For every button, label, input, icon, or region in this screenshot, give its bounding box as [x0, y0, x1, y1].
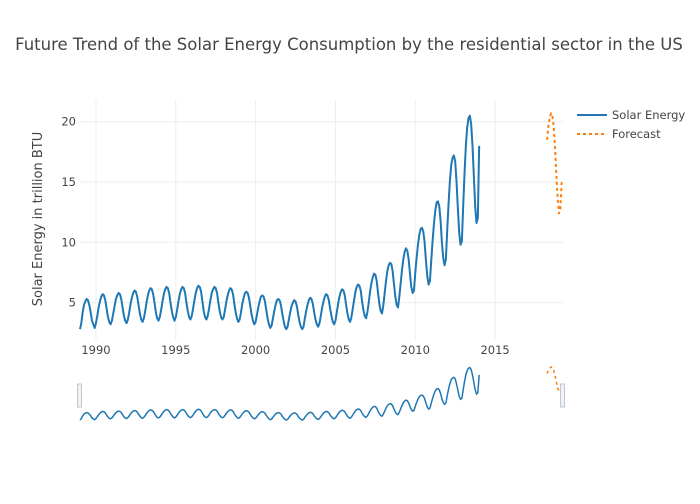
- legend: Solar Energy Forecast: [577, 108, 685, 141]
- y-tick-label: 10: [61, 235, 76, 249]
- y-axis-ticks: 5 10 15 20: [61, 115, 76, 310]
- x-tick-label: 2005: [321, 343, 350, 357]
- x-axis-ticks: 1990 1995 2000 2005 2010 2015: [81, 343, 509, 357]
- y-tick-label: 20: [61, 115, 76, 129]
- x-tick-label: 2010: [401, 343, 430, 357]
- range-slider-preview: [79, 366, 563, 421]
- range-slider-left-handle[interactable]: [77, 383, 82, 408]
- series-line-0: [79, 114, 481, 331]
- grid-lines: [80, 100, 563, 340]
- y-tick-label: 5: [69, 296, 76, 310]
- chart-title: Future Trend of the Solar Energy Consump…: [15, 35, 683, 54]
- y-tick-label: 15: [61, 175, 76, 189]
- slider-series-line-1: [546, 366, 563, 393]
- x-tick-label: 1995: [161, 343, 190, 357]
- legend-label-0: Solar Energy: [612, 108, 685, 122]
- legend-label-1: Forecast: [612, 127, 661, 141]
- y-axis-label: Solar Energy in trillion BTU: [31, 132, 46, 306]
- range-slider-right-handle[interactable]: [560, 383, 565, 408]
- x-tick-label: 1990: [81, 343, 110, 357]
- plot-area: [79, 112, 563, 331]
- series-line-1: [546, 112, 563, 215]
- x-tick-label: 2000: [241, 343, 270, 357]
- x-tick-label: 2015: [480, 343, 509, 357]
- slider-series-line-0: [79, 366, 480, 421]
- range-slider[interactable]: [77, 362, 565, 426]
